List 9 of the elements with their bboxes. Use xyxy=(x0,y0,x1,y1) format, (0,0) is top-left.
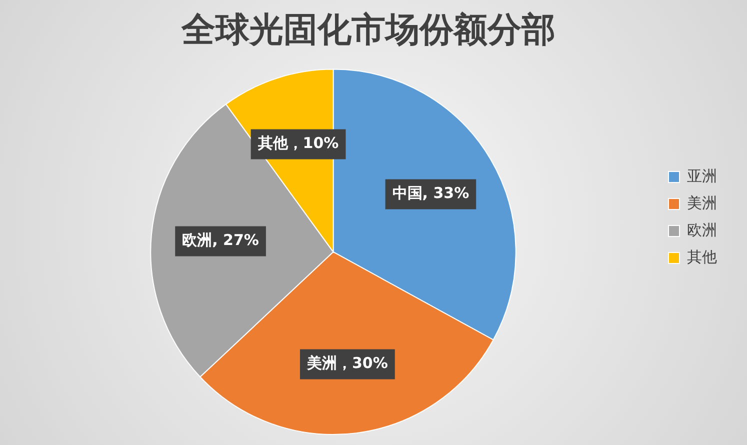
chart-title: 全球光固化市场份额分部 xyxy=(180,10,556,50)
legend-label: 其他 xyxy=(687,248,717,266)
legend-label: 美洲 xyxy=(687,194,717,212)
data-label: 美洲，30% xyxy=(306,354,388,372)
legend-label: 欧洲 xyxy=(687,220,717,239)
data-label: 欧洲, 27% xyxy=(182,231,259,250)
legend-label: 亚洲 xyxy=(687,166,717,185)
data-label: 其他，10% xyxy=(256,134,339,152)
data-label: 中国, 33% xyxy=(392,184,470,202)
